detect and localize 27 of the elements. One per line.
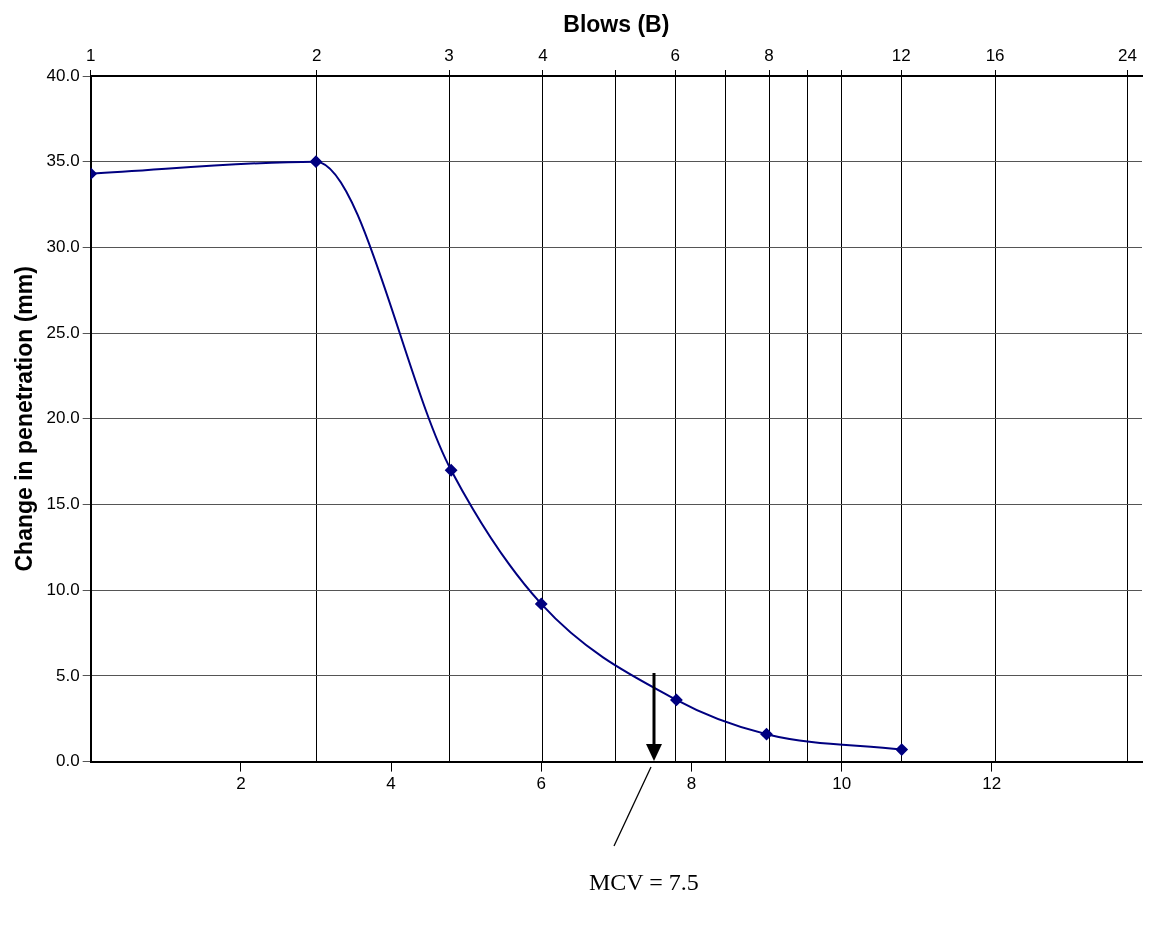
x2-tick-label: 24 (1117, 46, 1137, 66)
y-tick-label: 25.0 (46, 322, 80, 342)
x-tick-label: 6 (536, 774, 546, 794)
x2-tick-label: 2 (312, 46, 322, 66)
x-tick-label: 4 (386, 774, 396, 794)
x2-axis-title: Blows (B) (563, 11, 670, 38)
y-tick-label: 15.0 (46, 494, 80, 514)
y-tick-label: 0.0 (56, 751, 80, 771)
y-tick-label: 5.0 (56, 665, 80, 685)
x-tick-label: 12 (982, 774, 1002, 794)
x2-tick-label: 4 (538, 46, 548, 66)
x2-tick-label: 3 (444, 46, 454, 66)
ref-line-label: MCV = 7.5 (589, 868, 699, 895)
y-axis-title: Change in penetration (mm) (11, 266, 38, 572)
x2-tick-label: 6 (670, 46, 680, 66)
x-tick-label: 10 (832, 774, 852, 794)
y-tick-label: 40.0 (46, 65, 80, 85)
x2-tick-label: 1 (85, 46, 96, 66)
x2-tick-label: 12 (891, 46, 911, 66)
y-tick-label: 30.0 (46, 237, 80, 257)
x2-tick-label: 16 (985, 46, 1005, 66)
y-tick-label: 35.0 (46, 151, 80, 171)
y-tick-label: 20.0 (46, 408, 80, 428)
x2-tick-label: 8 (764, 46, 774, 66)
x-tick-label: 8 (686, 774, 697, 794)
x-tick-label: 2 (236, 774, 246, 794)
y-tick-label: 10.0 (46, 579, 80, 599)
